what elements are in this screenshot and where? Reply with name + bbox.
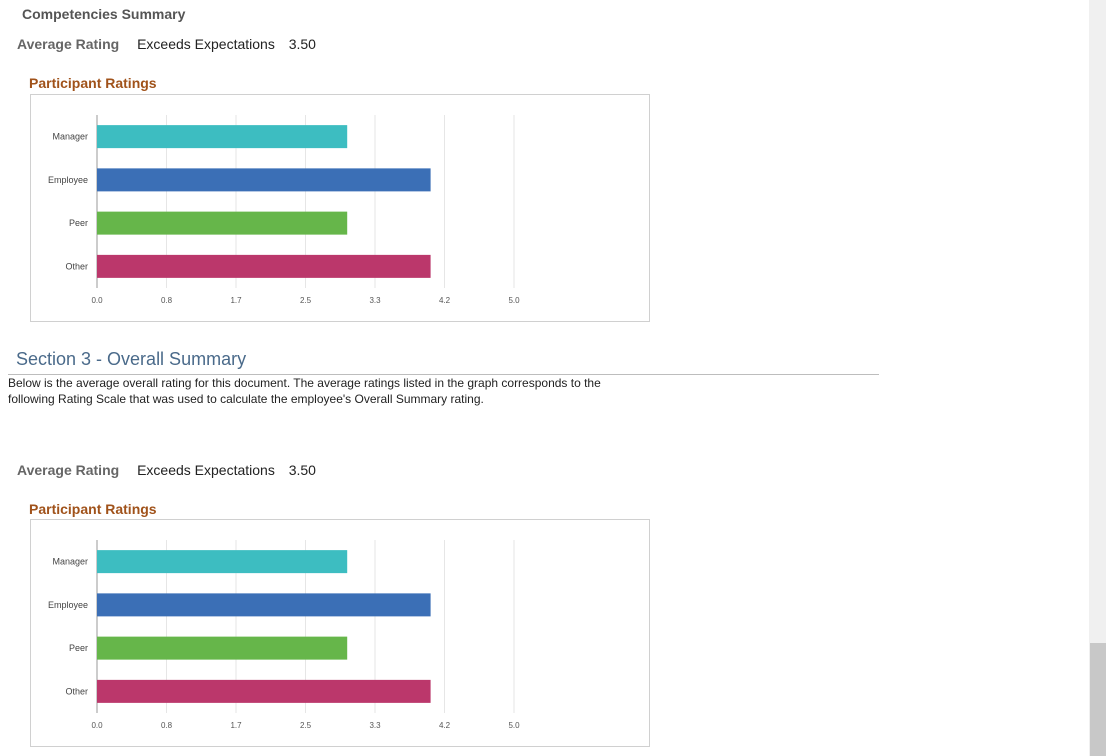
bar-other xyxy=(97,254,431,278)
vertical-scrollbar[interactable] xyxy=(1089,0,1106,756)
bar-manager xyxy=(97,125,348,149)
average-rating-text: Exceeds Expectations xyxy=(137,462,275,478)
section-3-description-line-2: following Rating Scale that was used to … xyxy=(8,392,484,406)
bar-employee xyxy=(97,168,431,192)
competencies-average-rating-row: Average Rating Exceeds Expectations 3.50 xyxy=(17,36,316,52)
participant-ratings-title: Participant Ratings xyxy=(29,75,157,91)
x-tick-label: 0.0 xyxy=(91,721,103,730)
average-rating-text: Exceeds Expectations xyxy=(137,36,275,52)
participant-ratings-title: Participant Ratings xyxy=(29,501,157,517)
bar-manager xyxy=(97,550,348,574)
overall-average-rating-row: Average Rating Exceeds Expectations 3.50 xyxy=(17,462,316,478)
average-rating-label: Average Rating xyxy=(17,36,120,52)
bar-other xyxy=(97,679,431,703)
y-category-label: Manager xyxy=(52,557,88,567)
section-3-description-line-1: Below is the average overall rating for … xyxy=(8,376,601,390)
y-category-label: Employee xyxy=(48,600,88,610)
x-tick-label: 2.5 xyxy=(300,721,312,730)
y-category-label: Peer xyxy=(69,218,88,228)
y-category-label: Other xyxy=(65,686,88,696)
x-tick-label: 3.3 xyxy=(369,721,381,730)
competencies-summary-title: Competencies Summary xyxy=(22,6,186,22)
bar-peer xyxy=(97,636,348,660)
average-rating-label: Average Rating xyxy=(17,462,120,478)
chart-2-svg: 0.0 0.8 1.7 2.5 3.3 4.2 5.0 Manager Employee Peer… xyxy=(48,540,520,730)
y-category-label: Employee xyxy=(48,175,88,185)
x-tick-label: 0.0 xyxy=(91,296,103,305)
x-tick-label: 4.2 xyxy=(439,721,451,730)
x-tick-label: 2.5 xyxy=(300,296,312,305)
average-rating-value: 3.50 xyxy=(288,462,316,478)
y-category-label: Peer xyxy=(69,643,88,653)
scrollbar-thumb[interactable] xyxy=(1090,643,1106,756)
participant-ratings-chart-2: 0.0 0.8 1.7 2.5 3.3 4.2 5.0 Manager Employee Peer… xyxy=(30,519,650,747)
bar-peer xyxy=(97,211,348,235)
x-tick-label: 0.8 xyxy=(161,721,173,730)
x-tick-label: 5.0 xyxy=(508,721,520,730)
x-tick-label: 1.7 xyxy=(230,296,242,305)
x-tick-label: 4.2 xyxy=(439,296,451,305)
section-3-title: Section 3 - Overall Summary xyxy=(16,349,247,369)
section-divider xyxy=(8,374,879,375)
x-tick-label: 1.7 xyxy=(230,721,242,730)
x-tick-label: 3.3 xyxy=(369,296,381,305)
section-3-description: Below is the average overall rating for … xyxy=(8,375,668,407)
bar-employee xyxy=(97,593,431,617)
y-category-label: Other xyxy=(65,261,88,271)
chart-1-svg: 0.0 0.8 1.7 2.5 3.3 4.2 5.0 Manager Employee Peer… xyxy=(48,115,520,305)
x-tick-label: 5.0 xyxy=(508,296,520,305)
x-tick-label: 0.8 xyxy=(161,296,173,305)
average-rating-value: 3.50 xyxy=(288,36,316,52)
participant-ratings-chart-1: 0.0 0.8 1.7 2.5 3.3 4.2 5.0 Manager Employee Peer… xyxy=(30,94,650,322)
y-category-label: Manager xyxy=(52,132,88,142)
